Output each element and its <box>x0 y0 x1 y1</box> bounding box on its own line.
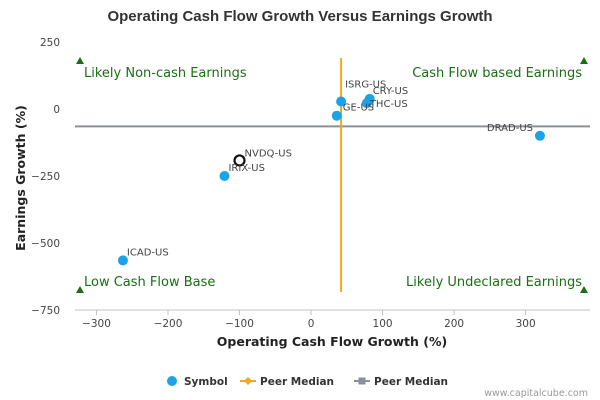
y-tick-label: 0 <box>53 104 60 116</box>
x-tick-label: 0 <box>308 318 315 330</box>
quadrant-marker-bottom-right <box>580 286 588 293</box>
quadrant-labels: Likely Non-cash Earnings Cash Flow based … <box>76 57 588 293</box>
data-point[interactable] <box>336 96 347 107</box>
data-point[interactable] <box>331 110 342 121</box>
data-point[interactable] <box>534 130 545 141</box>
data-point[interactable] <box>117 255 128 266</box>
point-label: IRIX-US <box>228 163 264 174</box>
legend[interactable]: Symbol Peer Median Peer Median <box>167 376 448 388</box>
y-tick-label: −250 <box>31 171 60 183</box>
point-label: ISRG-US <box>345 79 386 90</box>
legend-square-marker <box>358 377 366 385</box>
legend-symbol-marker <box>167 376 177 386</box>
x-tick-label: −300 <box>82 318 111 330</box>
x-tick-label: 100 <box>373 318 393 330</box>
quadrant-label-bottom-right: Likely Undeclared Earnings <box>406 275 582 290</box>
quadrant-label-top-left: Likely Non-cash Earnings <box>84 66 247 81</box>
y-axis-title: Earnings Growth (%) <box>13 105 28 251</box>
x-tick-label: 300 <box>516 318 536 330</box>
y-axis-ticks: 250 0 −250 −500 −750 <box>31 37 60 317</box>
legend-label: Peer Median <box>260 376 334 388</box>
data-point[interactable] <box>219 171 230 181</box>
legend-item[interactable]: Symbol <box>167 376 228 388</box>
x-tick-label: 200 <box>444 318 464 330</box>
point-label: ICAD-US <box>127 247 169 258</box>
quadrant-marker-top-right <box>580 57 588 64</box>
credit-text: www.capitalcube.com <box>484 388 588 399</box>
point-label: DRAD-US <box>487 123 533 134</box>
legend-diamond-marker <box>244 377 252 385</box>
chart-title: Operating Cash Flow Growth Versus Earnin… <box>107 8 492 25</box>
point-label: GE-US <box>343 103 374 114</box>
data-point[interactable] <box>361 98 372 109</box>
x-tick-label: −200 <box>154 318 183 330</box>
quadrant-marker-bottom-left <box>76 286 84 293</box>
x-axis-ticks: −300 −200 −100 0 100 200 300 <box>82 310 536 330</box>
point-label: NVDQ-US <box>245 148 292 159</box>
legend-label: Peer Median <box>374 376 448 388</box>
x-axis-title: Operating Cash Flow Growth (%) <box>217 334 447 349</box>
quadrant-label-bottom-left: Low Cash Flow Base <box>84 275 215 290</box>
point-label: THC-US <box>369 99 408 110</box>
data-point-highlight[interactable] <box>233 154 246 167</box>
legend-item[interactable]: Peer Median <box>240 376 334 388</box>
y-tick-label: −500 <box>31 238 60 250</box>
y-tick-label: −750 <box>31 305 60 317</box>
point-label: CRY-US <box>373 86 409 97</box>
x-tick-label: −100 <box>225 318 254 330</box>
y-tick-label: 250 <box>40 37 60 49</box>
legend-item[interactable]: Peer Median <box>354 376 448 388</box>
quadrant-marker-top-left <box>76 57 84 64</box>
legend-label: Symbol <box>184 376 228 388</box>
quadrant-label-top-right: Cash Flow based Earnings <box>412 66 582 81</box>
